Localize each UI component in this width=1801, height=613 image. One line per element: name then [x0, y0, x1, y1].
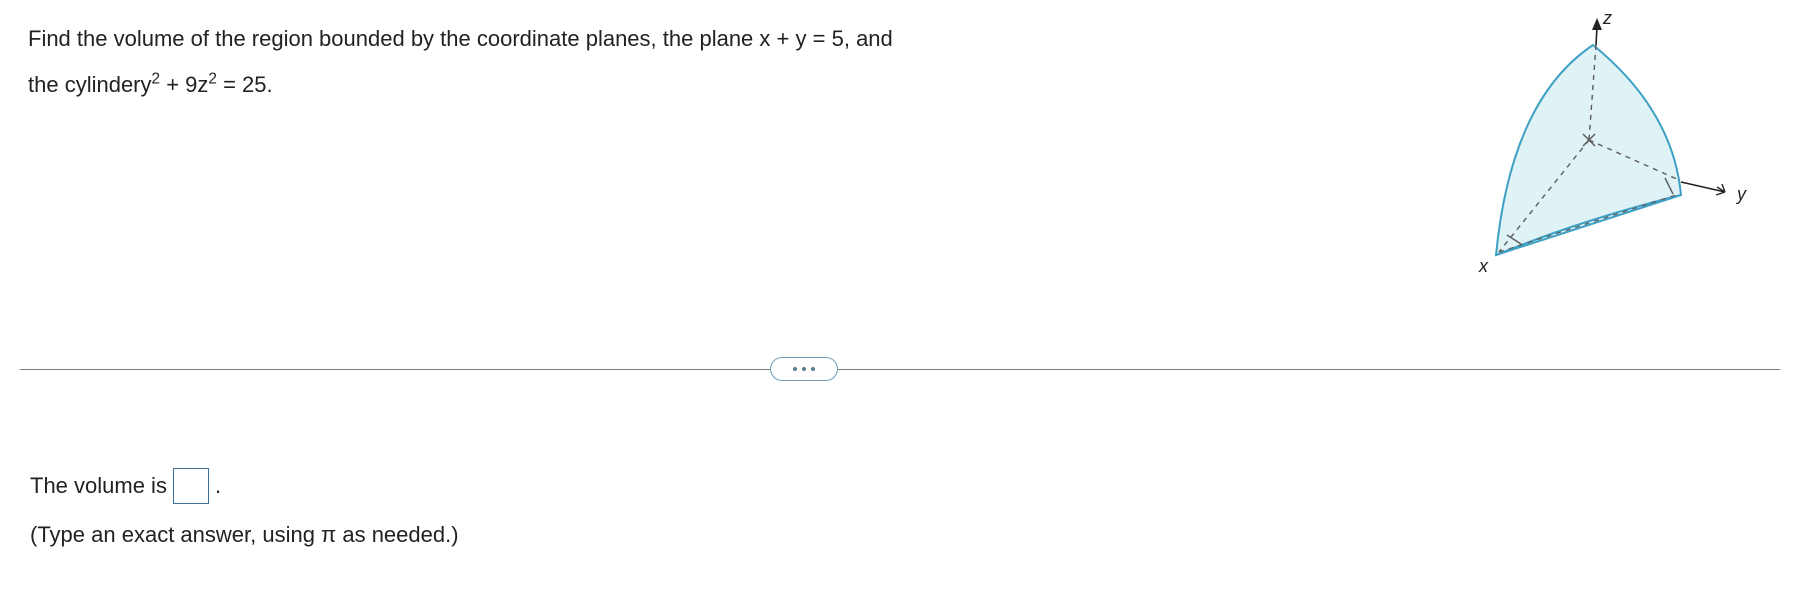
problem-statement: Find the volume of the region bounded by…: [28, 18, 1028, 106]
divider-line: [838, 369, 1780, 370]
y-label: y: [1735, 184, 1747, 204]
region-diagram: z y x: [1441, 10, 1761, 290]
problem-line-1: Find the volume of the region bounded by…: [28, 18, 1028, 60]
answer-prefix: The volume is: [30, 473, 167, 499]
divider-line: [20, 369, 770, 370]
cylinder-equation: y2 + 9z2 = 25.: [141, 64, 273, 106]
answer-section: The volume is . (Type an exact answer, u…: [30, 468, 459, 548]
section-divider: [20, 356, 1780, 382]
z-arrow: [1592, 18, 1602, 30]
text-fragment: , and: [844, 26, 893, 51]
answer-input[interactable]: [173, 468, 209, 504]
expand-button[interactable]: [770, 357, 838, 381]
y-axis: [1681, 182, 1725, 192]
dot-icon: [802, 367, 806, 371]
text-fragment: the cylinder: [28, 64, 141, 106]
answer-hint: (Type an exact answer, using π as needed…: [30, 522, 459, 548]
problem-line-2: the cylinder y2 + 9z2 = 25.: [28, 64, 1028, 106]
dot-icon: [793, 367, 797, 371]
z-label: z: [1602, 10, 1612, 28]
dot-icon: [811, 367, 815, 371]
plane-equation: x + y = 5: [759, 26, 843, 51]
answer-suffix: .: [215, 473, 221, 499]
text-fragment: Find the volume of the region bounded by…: [28, 26, 759, 51]
x-label: x: [1478, 256, 1489, 276]
answer-prompt: The volume is .: [30, 468, 459, 504]
